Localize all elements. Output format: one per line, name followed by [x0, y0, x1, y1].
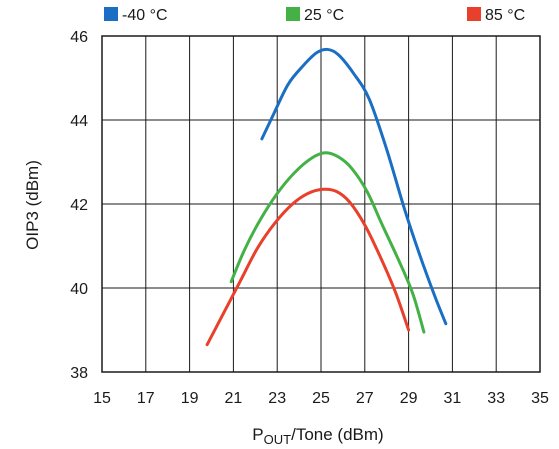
grid — [101, 35, 541, 373]
x-tick-label: 35 — [531, 390, 549, 407]
x-tick-label: 15 — [93, 390, 111, 407]
legend: -40 °C 25 °C 85 °C — [104, 7, 525, 24]
x-tick-label: 25 — [312, 390, 330, 407]
y-tick-label: 40 — [70, 281, 88, 298]
legend-label-1: 25 °C — [304, 7, 344, 24]
x-axis-label: POUT/Tone (dBm) — [252, 425, 383, 447]
x-tick-label: 29 — [400, 390, 418, 407]
x-axis-label-rest: /Tone (dBm) — [291, 425, 384, 444]
x-axis-label-subscript: OUT — [264, 432, 292, 447]
plot-frame — [101, 35, 541, 373]
y-tick-label: 46 — [70, 29, 88, 46]
y-tick-label: 42 — [70, 197, 88, 214]
x-tick-label: 23 — [268, 390, 286, 407]
y-axis-label: OIP3 (dBm) — [23, 160, 42, 250]
y-tick-labels: 38 40 42 44 46 — [70, 29, 88, 382]
legend-swatch-0 — [104, 7, 118, 21]
y-tick-label: 38 — [70, 365, 88, 382]
legend-label-0: -40 °C — [122, 7, 168, 24]
series-line-0 — [260, 47, 448, 326]
x-tick-labels: 15 17 19 21 23 25 27 29 31 33 35 — [93, 390, 549, 407]
x-tick-label: 33 — [487, 390, 505, 407]
legend-swatch-2 — [467, 7, 481, 21]
y-tick-label: 44 — [70, 113, 88, 130]
legend-swatch-1 — [286, 7, 300, 21]
x-tick-label: 19 — [181, 390, 199, 407]
x-tick-label: 27 — [356, 390, 374, 407]
x-tick-label: 17 — [137, 390, 155, 407]
x-tick-label: 31 — [444, 390, 462, 407]
series-line-2 — [205, 187, 411, 347]
x-tick-label: 21 — [225, 390, 243, 407]
x-axis-label-main: P — [252, 425, 263, 444]
series-line-1 — [229, 151, 426, 334]
series-lines — [205, 47, 448, 347]
legend-label-2: 85 °C — [485, 7, 525, 24]
